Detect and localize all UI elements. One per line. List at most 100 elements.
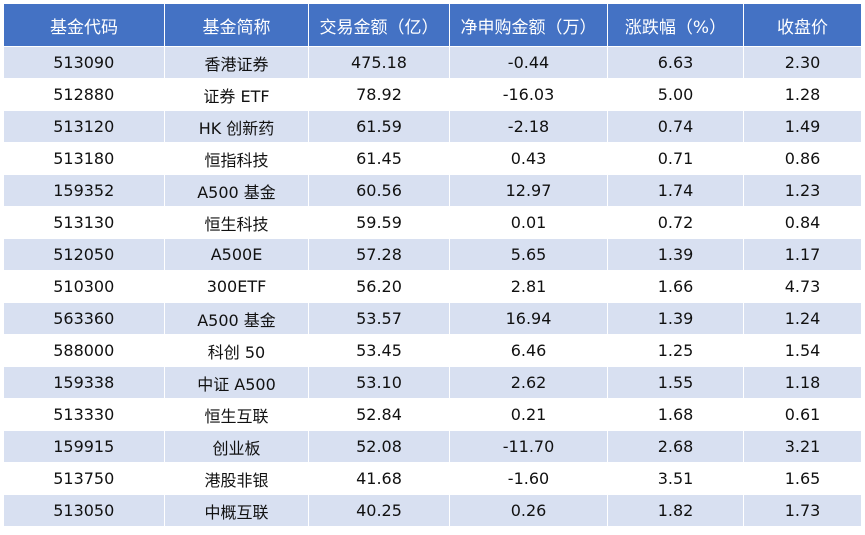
cell-change-pct: 6.63 (607, 46, 744, 79)
cell-change-pct: 1.68 (607, 398, 744, 431)
header-net-subscription: 净申购金额（万） (449, 3, 608, 47)
table-row: 513330 恒生互联 52.84 0.21 1.68 0.61 (3, 398, 862, 431)
table-row: 513120 HK 创新药 61.59 -2.18 0.74 1.49 (3, 110, 862, 143)
cell-fund-name: A500 基金 (164, 174, 309, 207)
cell-trade-amount: 61.45 (308, 142, 450, 175)
cell-fund-name: 300ETF (164, 270, 309, 303)
cell-change-pct: 1.66 (607, 270, 744, 303)
cell-close-price: 1.23 (743, 174, 862, 207)
table-row: 510300 300ETF 56.20 2.81 1.66 4.73 (3, 270, 862, 303)
cell-close-price: 1.28 (743, 78, 862, 111)
cell-net-subscription: 0.01 (449, 206, 608, 239)
cell-trade-amount: 475.18 (308, 46, 450, 79)
cell-close-price: 0.61 (743, 398, 862, 431)
cell-net-subscription: 6.46 (449, 334, 608, 367)
cell-fund-code: 513120 (3, 110, 165, 143)
cell-change-pct: 1.55 (607, 366, 744, 399)
cell-close-price: 1.18 (743, 366, 862, 399)
etf-table-container: 基金代码 基金简称 交易金额（亿） 净申购金额（万） 涨跌幅（%） 收盘价 51… (3, 3, 862, 527)
table-row: 512880 证券 ETF 78.92 -16.03 5.00 1.28 (3, 78, 862, 111)
cell-trade-amount: 59.59 (308, 206, 450, 239)
cell-fund-name: 证券 ETF (164, 78, 309, 111)
cell-net-subscription: 12.97 (449, 174, 608, 207)
cell-change-pct: 1.39 (607, 302, 744, 335)
cell-net-subscription: -2.18 (449, 110, 608, 143)
cell-net-subscription: -11.70 (449, 430, 608, 463)
cell-trade-amount: 78.92 (308, 78, 450, 111)
cell-trade-amount: 57.28 (308, 238, 450, 271)
table-row: 588000 科创 50 53.45 6.46 1.25 1.54 (3, 334, 862, 367)
cell-net-subscription: 0.26 (449, 494, 608, 527)
table-row: 513130 恒生科技 59.59 0.01 0.72 0.84 (3, 206, 862, 239)
cell-fund-code: 159352 (3, 174, 165, 207)
cell-change-pct: 0.74 (607, 110, 744, 143)
cell-fund-name: 恒生科技 (164, 206, 309, 239)
cell-fund-code: 513180 (3, 142, 165, 175)
header-close-price: 收盘价 (743, 3, 862, 47)
cell-change-pct: 3.51 (607, 462, 744, 495)
table-header-row: 基金代码 基金简称 交易金额（亿） 净申购金额（万） 涨跌幅（%） 收盘价 (3, 3, 862, 47)
cell-close-price: 4.73 (743, 270, 862, 303)
cell-change-pct: 1.74 (607, 174, 744, 207)
cell-net-subscription: -16.03 (449, 78, 608, 111)
cell-trade-amount: 52.08 (308, 430, 450, 463)
cell-net-subscription: 0.43 (449, 142, 608, 175)
cell-trade-amount: 61.59 (308, 110, 450, 143)
cell-close-price: 1.54 (743, 334, 862, 367)
table-row: 512050 A500E 57.28 5.65 1.39 1.17 (3, 238, 862, 271)
cell-fund-code: 159338 (3, 366, 165, 399)
cell-net-subscription: 2.81 (449, 270, 608, 303)
cell-change-pct: 1.82 (607, 494, 744, 527)
etf-trading-table: 基金代码 基金简称 交易金额（亿） 净申购金额（万） 涨跌幅（%） 收盘价 51… (3, 3, 862, 527)
cell-fund-name: 创业板 (164, 430, 309, 463)
cell-trade-amount: 56.20 (308, 270, 450, 303)
table-row: 159338 中证 A500 53.10 2.62 1.55 1.18 (3, 366, 862, 399)
cell-change-pct: 0.72 (607, 206, 744, 239)
header-change-pct: 涨跌幅（%） (607, 3, 744, 47)
table-row: 513050 中概互联 40.25 0.26 1.82 1.73 (3, 494, 862, 527)
cell-fund-code: 563360 (3, 302, 165, 335)
table-row: 513180 恒指科技 61.45 0.43 0.71 0.86 (3, 142, 862, 175)
cell-fund-code: 512880 (3, 78, 165, 111)
cell-net-subscription: 0.21 (449, 398, 608, 431)
cell-trade-amount: 52.84 (308, 398, 450, 431)
cell-fund-code: 513130 (3, 206, 165, 239)
cell-fund-code: 588000 (3, 334, 165, 367)
cell-fund-code: 513050 (3, 494, 165, 527)
cell-net-subscription: 2.62 (449, 366, 608, 399)
cell-change-pct: 1.25 (607, 334, 744, 367)
cell-change-pct: 1.39 (607, 238, 744, 271)
cell-net-subscription: -0.44 (449, 46, 608, 79)
cell-fund-code: 159915 (3, 430, 165, 463)
cell-trade-amount: 53.45 (308, 334, 450, 367)
cell-fund-code: 512050 (3, 238, 165, 271)
cell-fund-name: 恒生互联 (164, 398, 309, 431)
table-row: 159915 创业板 52.08 -11.70 2.68 3.21 (3, 430, 862, 463)
header-fund-code: 基金代码 (3, 3, 165, 47)
cell-trade-amount: 53.10 (308, 366, 450, 399)
cell-close-price: 1.17 (743, 238, 862, 271)
cell-fund-name: 港股非银 (164, 462, 309, 495)
cell-close-price: 2.30 (743, 46, 862, 79)
cell-fund-name: 中概互联 (164, 494, 309, 527)
cell-close-price: 1.49 (743, 110, 862, 143)
table-body: 513090 香港证券 475.18 -0.44 6.63 2.30 512880 证券 ET… (3, 46, 862, 527)
cell-close-price: 0.84 (743, 206, 862, 239)
cell-fund-code: 513330 (3, 398, 165, 431)
cell-fund-name: HK 创新药 (164, 110, 309, 143)
cell-change-pct: 0.71 (607, 142, 744, 175)
cell-close-price: 1.24 (743, 302, 862, 335)
cell-close-price: 1.65 (743, 462, 862, 495)
cell-fund-name: 中证 A500 (164, 366, 309, 399)
cell-fund-name: A500E (164, 238, 309, 271)
cell-fund-name: A500 基金 (164, 302, 309, 335)
cell-fund-code: 513090 (3, 46, 165, 79)
cell-trade-amount: 40.25 (308, 494, 450, 527)
cell-close-price: 0.86 (743, 142, 862, 175)
cell-fund-name: 恒指科技 (164, 142, 309, 175)
cell-trade-amount: 53.57 (308, 302, 450, 335)
table-row: 563360 A500 基金 53.57 16.94 1.39 1.24 (3, 302, 862, 335)
cell-net-subscription: -1.60 (449, 462, 608, 495)
cell-change-pct: 5.00 (607, 78, 744, 111)
cell-change-pct: 2.68 (607, 430, 744, 463)
